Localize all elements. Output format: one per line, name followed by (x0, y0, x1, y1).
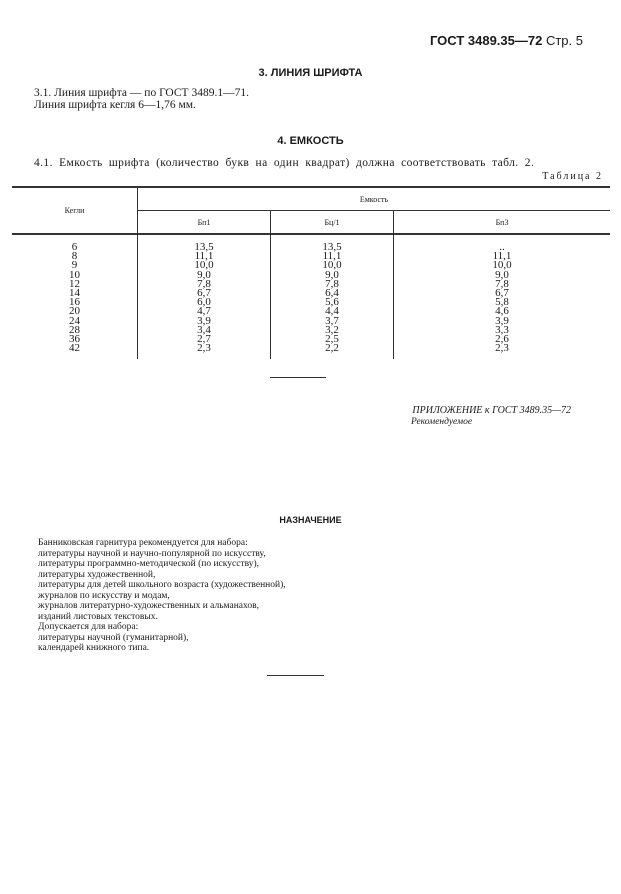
section-3-text: 3.1. Линия шрифта — по ГОСТ 3489.1—71. Л… (34, 87, 249, 111)
standard-number: ГОСТ 3489.35—72 (429, 33, 543, 48)
table-cell: 42 (69, 342, 80, 355)
table-cell: 3,3 (495, 323, 509, 336)
table-cell: 2,2 (325, 342, 339, 355)
table-cell: 13,5 (194, 241, 214, 253)
text-line: 3.1. Линия шрифта — по ГОСТ 3489.1—71. (34, 87, 249, 99)
table-cell: 2,3 (197, 342, 211, 355)
header-capacity: Емкость (137, 187, 610, 211)
text-line: литературы художественной, (38, 569, 156, 580)
table-cell: 6,0 (197, 296, 211, 309)
table-cell: 8 (71, 250, 78, 263)
table-cell: 11,1 (322, 250, 342, 263)
table-cell: 13,5 (322, 241, 342, 253)
table-cell: 3,2 (325, 323, 339, 336)
table-cell: 28 (69, 323, 80, 336)
page-number: Стр. 5 (545, 33, 583, 48)
bp3-column: .. 11,1 10,0 9,0 7,8 6,7 5,8 4,6 3,9 3,3 2,6 2,3 (393, 234, 610, 360)
table-cell: 9 (71, 259, 78, 272)
table-cell: 2,5 (325, 333, 339, 346)
header-bp3: Бп3 (393, 210, 610, 234)
divider (270, 377, 326, 378)
appendix-title: ПРИЛОЖЕНИЕ к ГОСТ 3489.35—72 (412, 405, 571, 416)
table-cell: 6,7 (495, 287, 509, 300)
table-cell: 4,7 (197, 305, 211, 318)
section-4-title: 4. ЕМКОСТЬ (277, 135, 344, 147)
table-cell: 5,6 (325, 296, 339, 309)
table-cell: 3,4 (197, 323, 211, 336)
table-cell: 7,8 (197, 277, 211, 290)
bp1-column: 13,5 11,1 10,0 9,0 7,8 6,7 6,0 4,7 3,9 3,4 2,7 2,3 (137, 234, 271, 360)
table-cell: 2,6 (495, 333, 509, 346)
table-cell: 10,0 (322, 259, 342, 272)
table-cell: 4,6 (495, 305, 509, 318)
table-cell: 5,8 (495, 296, 509, 309)
table-cell: 6 (71, 241, 78, 253)
table-cell: 3,7 (325, 314, 339, 327)
text-line: изданий листовых текстовых. (38, 611, 158, 622)
section-4-text: 4.1. Емкость шрифта (количество букв на … (34, 157, 535, 169)
table-cell: 4,4 (325, 305, 339, 318)
text-line: Линия шрифта кегля 6—1,76 мм. (34, 99, 196, 111)
divider (267, 675, 324, 676)
table-cell: 36 (69, 333, 80, 346)
text-line: литературы научной (гуманитарной), (38, 632, 189, 643)
header-kegli: Кегли (12, 187, 138, 235)
purpose-text: Банниковская гарнитура рекомендуется для… (38, 538, 286, 654)
table-cell: 11,1 (492, 250, 512, 263)
table-cell: 7,8 (495, 277, 509, 290)
text-line: Допускается для набора: (38, 622, 139, 632)
table-body-row: 6 8 9 10 12 14 16 20 24 28 36 42 13,5 11,1 10,0 9,0 7,8… (12, 234, 610, 360)
table-cell: 9,0 (495, 268, 509, 281)
kegli-column: 6 8 9 10 12 14 16 20 24 28 36 42 (12, 234, 138, 359)
table-cell: 6,4 (325, 287, 339, 300)
bc1-column: 13,5 11,1 10,0 9,0 7,8 6,4 5,6 4,4 3,7 3,2 2,5 2,2 (270, 234, 394, 360)
text-line: календарей книжного типа. (38, 643, 150, 653)
table-cell: 11,1 (194, 250, 214, 263)
table-cell: 10,0 (194, 259, 214, 272)
table-caption: Таблица 2 (542, 171, 603, 182)
table-cell: 20 (69, 305, 80, 318)
capacity-table: Кегли Емкость Бп1 Бц/1 Бп3 6 8 9 10 12 14 16 20… (12, 186, 610, 360)
text-line: литературы для детей школьного возраста … (38, 580, 286, 590)
table-cell: 2,3 (495, 342, 509, 355)
table-cell: 6,7 (197, 287, 211, 300)
table-cell: 9,0 (325, 268, 339, 281)
table-cell: 10,0 (492, 259, 512, 272)
text-line: литературы программно-методической (по и… (38, 559, 260, 569)
header-bc1: Бц/1 (270, 210, 394, 234)
table-cell: 3,9 (197, 314, 211, 327)
table-cell: 9,0 (197, 268, 211, 281)
table-cell: .. (499, 241, 505, 253)
table-cell: 3,9 (495, 314, 509, 327)
header-bp1: Бп1 (137, 210, 271, 234)
table-cell: 2,7 (197, 333, 211, 346)
table-cell: 16 (69, 296, 80, 309)
table-cell: 7,8 (325, 277, 339, 290)
section-3-title: 3. ЛИНИЯ ШРИФТА (258, 67, 363, 79)
text-line: Банниковская гарнитура рекомендуется для… (38, 538, 248, 548)
text-line: журналов по искусству и модам, (38, 590, 170, 601)
purpose-title: НАЗНАЧЕНИЕ (279, 515, 342, 525)
page-header: ГОСТ 3489.35—72 Стр. 5 (430, 33, 583, 48)
text-line: литературы научной и научно-популярной п… (38, 548, 266, 559)
table-cell: 24 (69, 314, 80, 327)
text-line: журналов литературно-художественных и ал… (38, 601, 260, 611)
table-cell: 10 (69, 268, 80, 281)
table-cell: 12 (69, 277, 80, 290)
appendix-subtitle: Рекомендуемое (411, 417, 473, 427)
table-cell: 14 (69, 287, 80, 300)
